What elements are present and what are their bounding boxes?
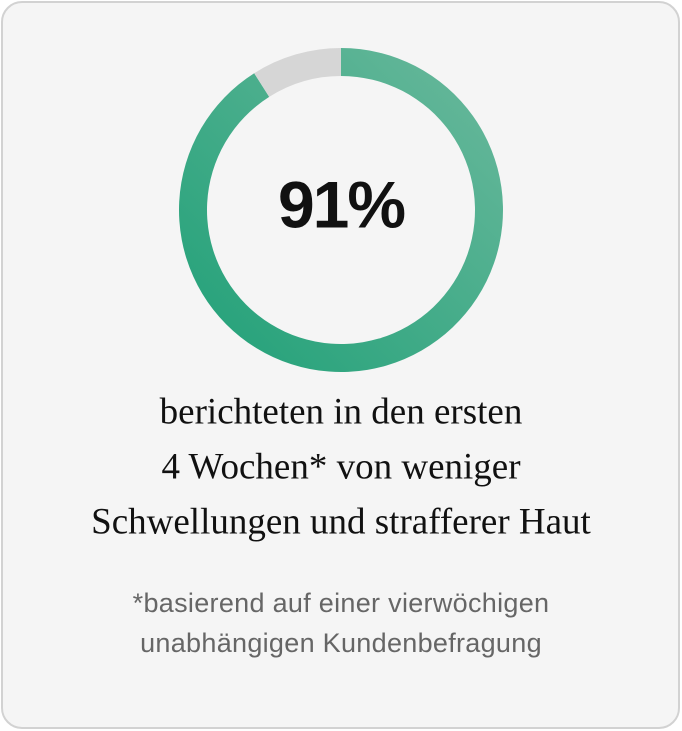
- caption-line: 4 Wochen* von weniger: [161, 446, 520, 487]
- footnote-line: *basierend auf einer vierwöchigen: [133, 588, 550, 618]
- footnote-line: unabhängigen Kundenbefragung: [140, 628, 542, 658]
- caption-line: berichteten in den ersten: [160, 391, 523, 432]
- donut-segment: [254, 48, 341, 97]
- caption-line: Schwellungen und strafferer Haut: [91, 501, 591, 542]
- center-label: 91%: [278, 167, 404, 241]
